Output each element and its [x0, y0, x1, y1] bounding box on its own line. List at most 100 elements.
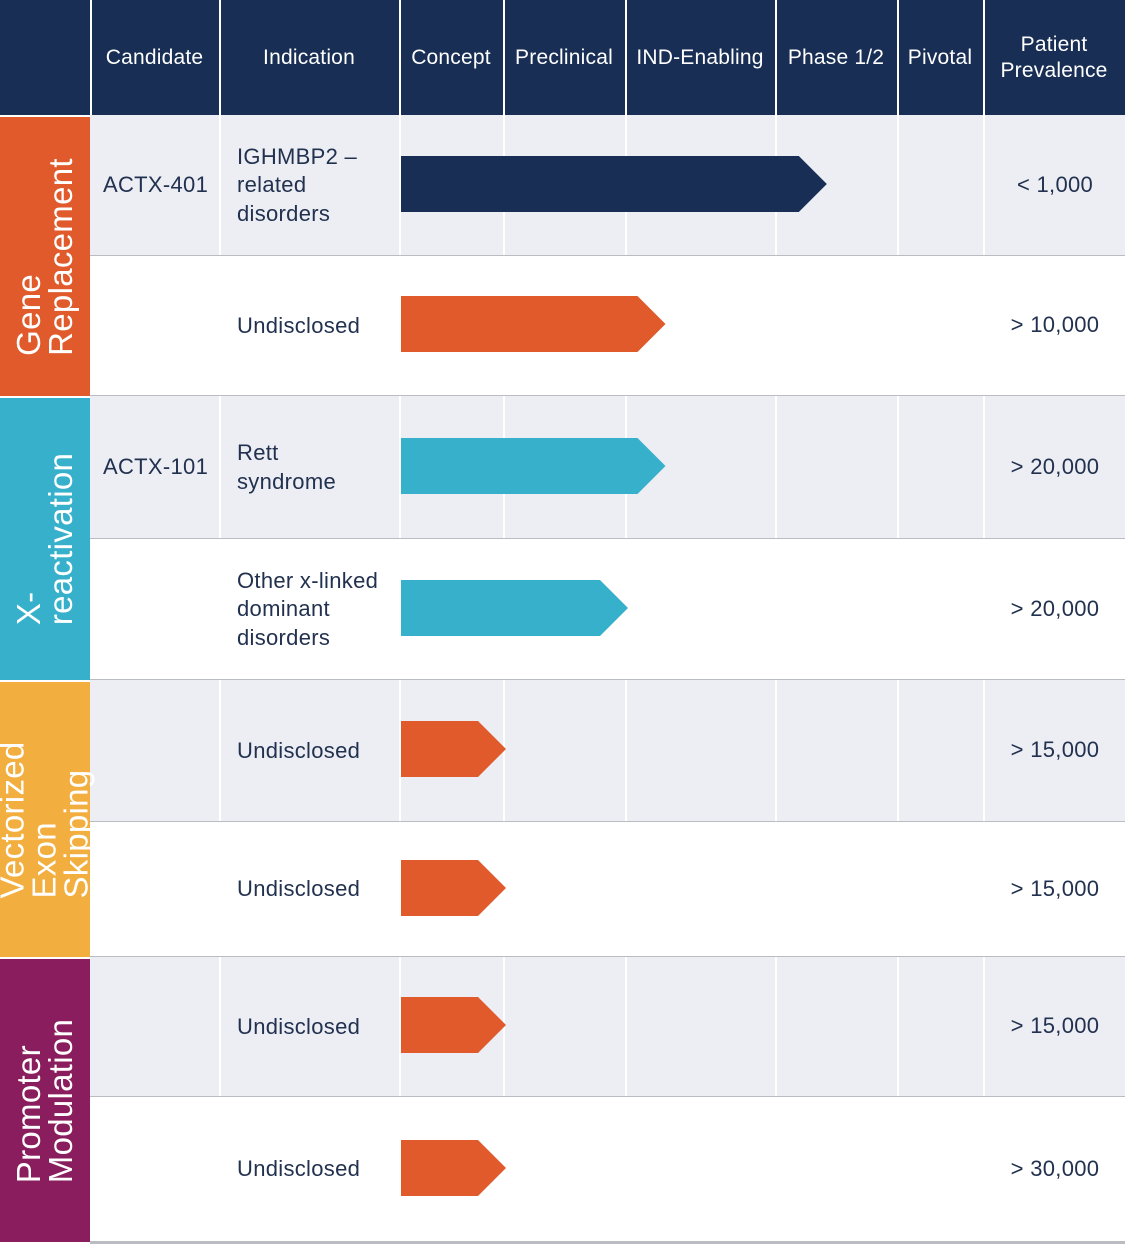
- progress-arrow: [401, 859, 506, 916]
- progress-arrow-shape: [401, 155, 827, 212]
- progress-arrow: [401, 579, 628, 636]
- category-label: X-reactivation: [10, 452, 80, 626]
- cell-divider: [897, 396, 899, 539]
- prevalence-value: > 10,000: [1010, 312, 1100, 337]
- cell-divider: [897, 1097, 899, 1242]
- progress-arrow-shape: [401, 997, 506, 1053]
- header-ind-enabling: IND-Enabling: [636, 45, 764, 69]
- cell-divider: [775, 539, 777, 680]
- cell-divider: [219, 539, 221, 680]
- table-row: [90, 680, 1125, 822]
- category-gene-replacement: Gene Replacement: [0, 117, 90, 396]
- cell-divider: [219, 957, 221, 1097]
- progress-arrow-shape: [401, 721, 506, 777]
- cell-divider: [399, 1097, 401, 1242]
- cell-divider: [775, 822, 777, 957]
- header-concept: Concept: [411, 45, 491, 69]
- candidate-label: ACTX-401: [103, 171, 209, 197]
- cell-divider: [897, 680, 899, 822]
- header-divider: [399, 0, 401, 115]
- cell-divider: [399, 822, 401, 957]
- indication-label: Undisclosed: [237, 1013, 361, 1039]
- progress-arrow: [401, 997, 506, 1053]
- prevalence-value: > 15,000: [1010, 737, 1100, 762]
- cell-divider: [399, 256, 401, 396]
- cell-divider: [983, 396, 985, 539]
- header-pivotal: Pivotal: [907, 45, 973, 69]
- category-x-reactivation: X-reactivation: [0, 398, 90, 680]
- cell-divider: [897, 115, 899, 256]
- cell-divider: [897, 539, 899, 680]
- table-header: [0, 0, 1125, 115]
- prevalence-value: > 20,000: [1010, 453, 1100, 479]
- header-divider: [775, 0, 777, 115]
- cell-divider: [219, 256, 221, 396]
- cell-divider: [625, 822, 627, 957]
- cell-divider: [897, 822, 899, 957]
- prevalence-value: > 15,000: [1010, 1013, 1100, 1038]
- cell-divider: [219, 115, 221, 256]
- progress-arrow-shape: [401, 296, 666, 352]
- indication-label: IGHMBP2 – related disorders: [237, 143, 358, 226]
- table-row: [90, 822, 1125, 957]
- cell-divider: [775, 680, 777, 822]
- header-candidate: Candidate: [105, 45, 204, 69]
- header-divider: [625, 0, 627, 115]
- cell-divider: [399, 957, 401, 1097]
- cell-divider: [399, 680, 401, 822]
- indication-label: Other x-linked dominant disorders: [237, 567, 379, 650]
- cell-divider: [983, 957, 985, 1097]
- table-row: [90, 957, 1125, 1097]
- category-promoter-modulation: Promoter Modulation: [0, 959, 90, 1242]
- indication-label: Undisclosed: [237, 1156, 361, 1182]
- cell-divider: [897, 957, 899, 1097]
- indication-label: Rett syndrome: [237, 440, 336, 494]
- table-row: [90, 1097, 1125, 1242]
- progress-arrow: [401, 296, 666, 352]
- header-divider: [219, 0, 221, 115]
- indication-label: Undisclosed: [237, 312, 361, 338]
- cell-divider: [983, 1097, 985, 1242]
- progress-arrow-shape: [401, 1139, 506, 1196]
- progress-arrow-shape: [401, 579, 628, 636]
- prevalence-value: < 1,000: [1016, 171, 1094, 197]
- cell-divider: [983, 115, 985, 256]
- progress-arrow: [401, 437, 666, 494]
- header-phase12: Phase 1/2: [787, 45, 885, 69]
- prevalence-value: > 20,000: [1010, 595, 1100, 621]
- category-label: Promoter Modulation: [10, 1018, 80, 1183]
- cell-divider: [219, 822, 221, 957]
- header-divider: [503, 0, 505, 115]
- category-label: Vectorized Exon Skipping: [0, 740, 95, 899]
- cell-divider: [625, 680, 627, 822]
- header-prevalence: Patient Prevalence: [1000, 32, 1108, 82]
- header-divider: [897, 0, 899, 115]
- cell-divider: [399, 539, 401, 680]
- cell-divider: [983, 256, 985, 396]
- cell-divider: [625, 1097, 627, 1242]
- indication-label: Undisclosed: [237, 737, 361, 763]
- cell-divider: [775, 957, 777, 1097]
- candidate-label: ACTX-101: [103, 453, 209, 479]
- cell-divider: [983, 680, 985, 822]
- header-divider: [983, 0, 985, 115]
- category-label: Gene Replacement: [10, 157, 79, 356]
- progress-arrow-shape: [401, 859, 506, 916]
- progress-arrow: [401, 1139, 506, 1196]
- cell-divider: [983, 539, 985, 680]
- cell-divider: [625, 957, 627, 1097]
- progress-arrow: [401, 721, 506, 777]
- header-divider: [90, 0, 92, 115]
- cell-divider: [399, 396, 401, 539]
- cell-divider: [219, 680, 221, 822]
- cell-divider: [399, 115, 401, 256]
- header-preclinical: Preclinical: [515, 45, 613, 69]
- cell-divider: [775, 256, 777, 396]
- cell-divider: [775, 1097, 777, 1242]
- cell-divider: [219, 1097, 221, 1242]
- cell-divider: [897, 256, 899, 396]
- category-vectorized-exon-skipping: Vectorized Exon Skipping: [0, 682, 95, 957]
- header-category: [0, 0, 90, 115]
- indication-label: Undisclosed: [237, 876, 361, 902]
